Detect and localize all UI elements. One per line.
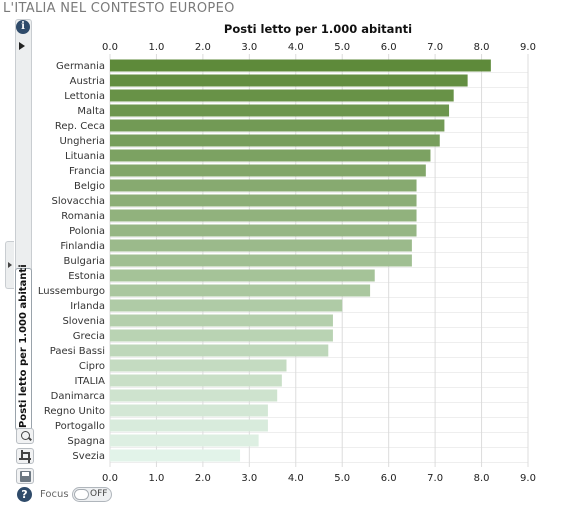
bar[interactable] — [110, 134, 440, 147]
bar[interactable] — [110, 419, 268, 432]
bar[interactable] — [110, 119, 445, 132]
bar[interactable] — [110, 314, 333, 327]
category-label: Slovacchia — [51, 196, 105, 207]
category-label: ITALIA — [75, 376, 106, 387]
category-label: Slovenia — [62, 316, 105, 327]
x-tick-label-top: 6.0 — [381, 42, 397, 53]
x-tick-label-top: 1.0 — [148, 42, 164, 53]
category-label: Regno Unito — [44, 406, 105, 417]
bar[interactable] — [110, 329, 333, 342]
x-tick-label-top: 8.0 — [474, 42, 490, 53]
x-tick-label-top: 0.0 — [102, 42, 118, 53]
category-label: Spagna — [67, 436, 105, 447]
x-tick-label-bottom: 8.0 — [474, 473, 490, 484]
bar[interactable] — [110, 89, 454, 102]
category-label: Estonia — [68, 271, 105, 282]
bar[interactable] — [110, 344, 329, 357]
crop-button[interactable] — [16, 448, 34, 464]
category-label: Svezia — [72, 451, 105, 462]
category-label: Finlandia — [60, 241, 105, 252]
bar[interactable] — [110, 389, 278, 402]
bar[interactable] — [110, 284, 371, 297]
save-icon — [20, 471, 31, 482]
category-label: Romania — [61, 211, 105, 222]
bar[interactable] — [110, 194, 417, 207]
category-label: Ungheria — [59, 136, 105, 147]
x-tick-label-bottom: 0.0 — [102, 473, 118, 484]
bar[interactable] — [110, 104, 450, 117]
bar[interactable] — [110, 299, 343, 312]
category-label: Bulgaria — [64, 256, 105, 267]
x-tick-label-top: 7.0 — [427, 42, 443, 53]
bar[interactable] — [110, 254, 412, 267]
category-label: Paesi Bassi — [50, 346, 105, 357]
x-tick-label-bottom: 4.0 — [288, 473, 304, 484]
bar[interactable] — [110, 434, 259, 447]
x-tick-label-bottom: 2.0 — [195, 473, 211, 484]
zoom-icon — [21, 431, 30, 440]
save-button[interactable] — [16, 468, 34, 484]
category-label: Germania — [56, 61, 105, 72]
bar[interactable] — [110, 164, 426, 177]
category-label: Belgio — [74, 181, 105, 192]
category-label: Danimarca — [51, 391, 105, 402]
focus-toggle[interactable]: OFF — [72, 487, 112, 502]
category-label: Rep. Ceca — [55, 121, 105, 132]
x-tick-label-bottom: 6.0 — [381, 473, 397, 484]
help-icon[interactable]: ? — [17, 487, 32, 502]
category-label: Irlanda — [70, 301, 105, 312]
bar[interactable] — [110, 59, 491, 72]
x-tick-label-bottom: 1.0 — [148, 473, 164, 484]
category-label: Lettonia — [64, 91, 105, 102]
chevron-right-icon — [8, 262, 12, 268]
bar[interactable] — [110, 179, 417, 192]
category-label: Francia — [69, 166, 105, 177]
bar[interactable] — [110, 374, 282, 387]
x-tick-label-bottom: 7.0 — [427, 473, 443, 484]
x-tick-label-top: 2.0 — [195, 42, 211, 53]
bar[interactable] — [110, 449, 241, 462]
category-label: Polonia — [69, 226, 105, 237]
crop-icon — [21, 450, 23, 460]
bar[interactable] — [110, 359, 287, 372]
page-title: L'ITALIA NEL CONTESTO EUROPEO — [3, 1, 235, 16]
focus-toggle-state: OFF — [90, 489, 108, 499]
category-label: Malta — [77, 106, 105, 117]
x-tick-label-bottom: 3.0 — [241, 473, 257, 484]
x-tick-label-top: 5.0 — [334, 42, 350, 53]
x-tick-label-bottom: 5.0 — [334, 473, 350, 484]
chart-title: Posti letto per 1.000 abitanti — [224, 22, 412, 36]
category-label: Austria — [70, 76, 105, 87]
bar[interactable] — [110, 74, 468, 87]
focus-toggle-knob — [74, 489, 89, 500]
focus-label: Focus — [40, 489, 69, 500]
x-tick-label-top: 4.0 — [288, 42, 304, 53]
category-label: Grecia — [73, 331, 105, 342]
bar[interactable] — [110, 149, 431, 162]
x-tick-label-top: 9.0 — [520, 42, 536, 53]
category-label: Lussemburgo — [38, 286, 105, 297]
bar[interactable] — [110, 224, 417, 237]
bar[interactable] — [110, 269, 375, 282]
bar[interactable] — [110, 209, 417, 222]
zoom-button[interactable] — [16, 428, 34, 444]
info-icon[interactable]: i — [16, 20, 30, 34]
x-tick-label-bottom: 9.0 — [520, 473, 536, 484]
x-tick-label-top: 3.0 — [241, 42, 257, 53]
category-label: Portogallo — [55, 421, 105, 432]
category-label: Lituania — [65, 151, 105, 162]
play-icon[interactable] — [19, 42, 25, 50]
category-label: Cipro — [79, 361, 105, 372]
bar[interactable] — [110, 404, 268, 417]
bar[interactable] — [110, 239, 412, 252]
